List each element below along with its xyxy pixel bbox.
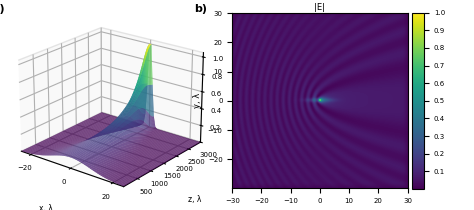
Y-axis label: z, λ: z, λ (188, 196, 201, 205)
Text: b): b) (194, 4, 207, 14)
Text: a): a) (0, 4, 5, 14)
X-axis label: x, λ: x, λ (39, 204, 53, 210)
Title: |E|: |E| (314, 3, 326, 12)
Y-axis label: y, λ: y, λ (193, 93, 202, 108)
